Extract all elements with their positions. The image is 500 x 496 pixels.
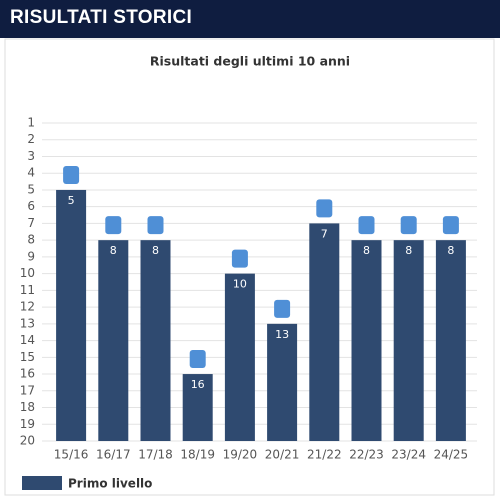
- header-title: RISULTATI STORICI: [10, 7, 193, 28]
- logo: [231, 249, 248, 268]
- chart-title: Risultati degli ultimi 10 anni: [150, 54, 350, 69]
- logo: [400, 216, 417, 235]
- legend-swatch: [22, 476, 62, 490]
- logo: [63, 165, 80, 184]
- data-label: 7: [321, 227, 328, 240]
- y-tick-label: 3: [27, 149, 35, 163]
- header: RISULTATI STORICI: [0, 0, 500, 38]
- y-tick-label: 15: [20, 350, 35, 364]
- logo: [147, 216, 164, 235]
- y-tick-label: 8: [27, 233, 35, 247]
- bar: [56, 189, 87, 441]
- bar: [435, 240, 466, 441]
- data-label: 10: [233, 278, 247, 291]
- logo: [274, 299, 291, 318]
- x-tick-label: 17/18: [138, 448, 173, 462]
- bar: [351, 240, 382, 441]
- bar: [309, 223, 340, 441]
- data-label: 8: [152, 244, 159, 257]
- logo: [442, 216, 459, 235]
- legend-label: Primo livello: [68, 477, 152, 491]
- bar: [224, 273, 255, 441]
- x-tick-label: 22/23: [349, 448, 384, 462]
- x-tick-label: 19/20: [223, 448, 258, 462]
- bar: [98, 240, 129, 441]
- data-label: 8: [110, 244, 117, 257]
- y-tick-label: 19: [20, 417, 35, 431]
- y-tick-label: 13: [20, 316, 35, 330]
- data-label: 8: [447, 244, 454, 257]
- y-tick-label: 9: [27, 249, 35, 263]
- y-tick-label: 2: [27, 132, 35, 146]
- y-tick-label: 17: [20, 383, 35, 397]
- x-tick-label: 24/25: [434, 448, 469, 462]
- y-tick-label: 14: [20, 333, 35, 347]
- data-label: 8: [363, 244, 370, 257]
- x-tick-label: 16/17: [96, 448, 131, 462]
- y-tick-label: 5: [27, 182, 35, 196]
- data-label: 13: [275, 328, 289, 341]
- x-tick-label: 21/22: [307, 448, 342, 462]
- x-tick-label: 18/19: [180, 448, 215, 462]
- bar: [182, 374, 213, 441]
- y-tick-label: 6: [27, 199, 35, 213]
- logo: [189, 350, 206, 369]
- x-tick-label: 20/21: [265, 448, 300, 462]
- logo: [105, 216, 122, 235]
- data-label: 8: [405, 244, 412, 257]
- y-tick-label: 7: [27, 216, 35, 230]
- data-label: 16: [191, 378, 205, 391]
- y-tick-label: 11: [20, 283, 35, 297]
- x-tick-label: 15/16: [54, 448, 89, 462]
- chart-frame: [4, 38, 495, 496]
- x-tick-label: 23/24: [391, 448, 426, 462]
- bar: [140, 240, 171, 441]
- y-tick-label: 18: [20, 400, 35, 414]
- y-tick-label: 12: [20, 300, 35, 314]
- bar: [393, 240, 424, 441]
- y-tick-label: 20: [20, 434, 35, 448]
- chart: Risultati degli ultimi 10 anni 123456789…: [4, 38, 495, 496]
- logo: [358, 216, 375, 235]
- y-tick-label: 10: [20, 266, 35, 280]
- y-tick-label: 4: [27, 166, 35, 180]
- bar: [267, 323, 298, 441]
- y-tick-label: 1: [27, 116, 35, 130]
- logo: [316, 199, 333, 218]
- y-tick-label: 16: [20, 367, 35, 381]
- data-label: 5: [68, 194, 75, 207]
